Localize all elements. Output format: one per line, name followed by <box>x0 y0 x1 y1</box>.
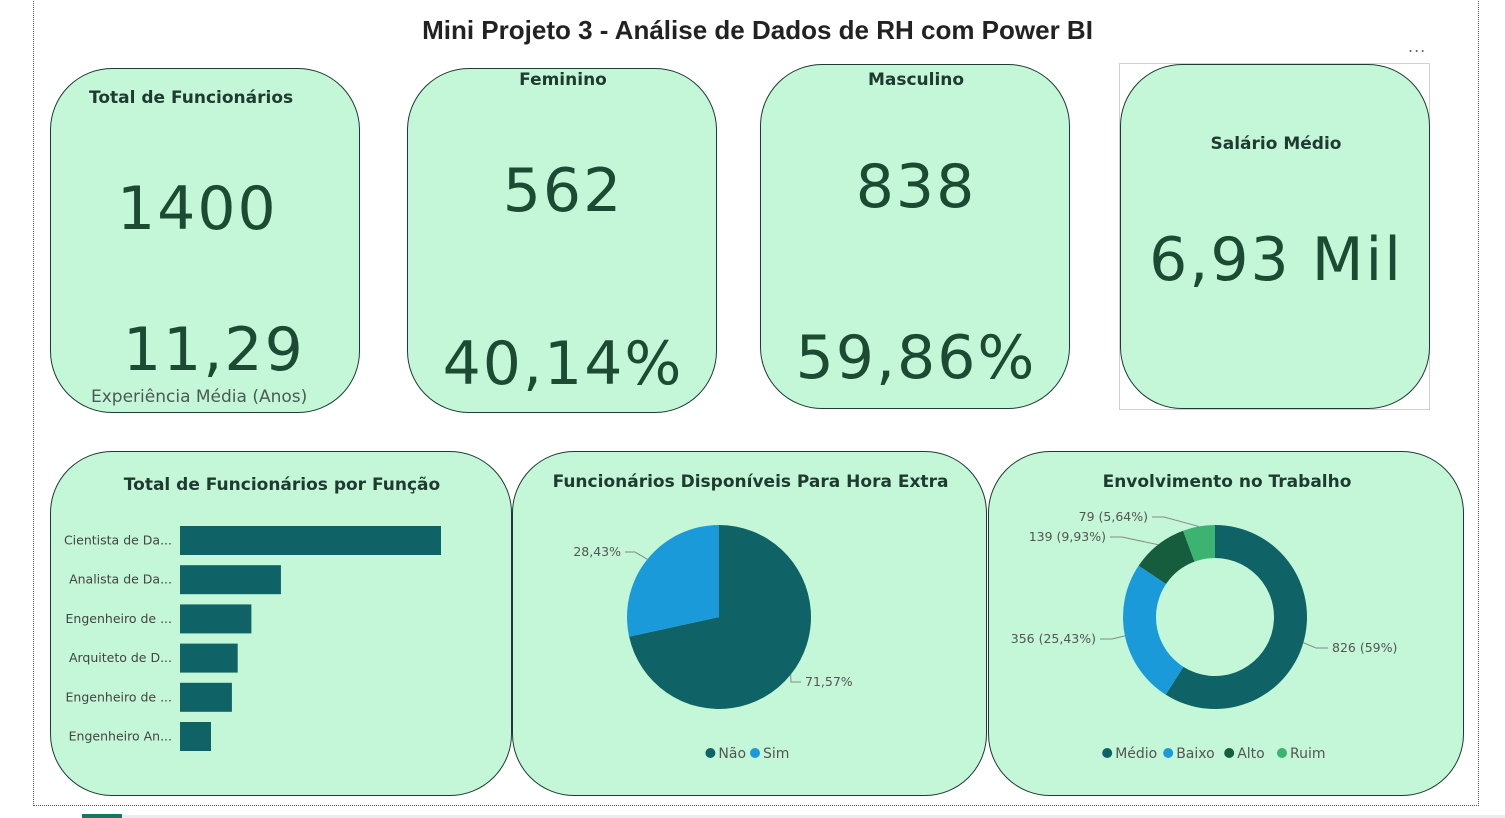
pie-leader-line <box>625 551 648 560</box>
chart-card-involvement[interactable]: Envolvimento no Trabalho 826 (59%) 356 (2… <box>988 451 1464 796</box>
bar-category-label: Engenheiro An... <box>69 729 172 744</box>
chart-card-overtime[interactable]: Funcionários Disponíveis Para Hora Extra… <box>512 451 987 796</box>
legend-label: Ruim <box>1290 746 1326 762</box>
page-tab-strip <box>122 815 1505 818</box>
kpi-male-label: Masculino <box>867 70 965 90</box>
kpi-male-percent: 59,86% <box>795 323 1037 393</box>
active-page-indicator[interactable] <box>82 814 122 818</box>
legend-marker <box>1277 748 1287 758</box>
legend-marker <box>1224 748 1235 758</box>
chart-title-roles: Total de Funcionários por Função <box>123 475 441 495</box>
bar-category-label: Analista de Da... <box>69 572 172 587</box>
kpi-female-value: 562 <box>502 156 624 226</box>
pie-leader-line <box>790 674 801 683</box>
donut-leader-line <box>1152 516 1199 527</box>
kpi-experience-value: 11,29 <box>123 315 305 385</box>
donut-slice <box>1138 530 1195 585</box>
chart-card-roles[interactable]: Total de Funcionários por Função Cientis… <box>50 451 512 796</box>
legend-marker <box>1163 748 1174 758</box>
kpi-card-male[interactable]: Masculino 838 59,86% <box>760 64 1070 409</box>
chart-title-overtime: Funcionários Disponíveis Para Hora Extra <box>552 472 949 492</box>
report-canvas <box>33 0 1479 806</box>
kpi-female-percent: 40,14% <box>442 329 684 399</box>
kpi-card-total[interactable]: Total de Funcionários 1400 11,29 Experiê… <box>50 68 360 413</box>
legend-label: Sim <box>763 746 789 762</box>
donut-slice <box>1165 525 1307 709</box>
kpi-total-label: Total de Funcionários <box>89 88 294 108</box>
kpi-salary-label: Salário Médio <box>1210 134 1342 154</box>
bar <box>180 722 212 751</box>
donut-data-label: 356 (25,43%) <box>1011 631 1096 646</box>
bar <box>180 565 281 595</box>
pie-chart: 71,57% 28,43% Não Sim <box>573 525 853 762</box>
kpi-total-value: 1400 <box>117 174 278 244</box>
bar-category-label: Arquiteto de D... <box>69 650 172 665</box>
kpi-female-label: Feminino <box>519 70 607 90</box>
pie-data-label: 71,57% <box>805 674 853 689</box>
kpi-experience-label: Experiência Média (Anos) <box>91 387 308 407</box>
legend-marker <box>1102 748 1113 758</box>
chart-title-involvement: Envolvimento no Trabalho <box>1102 472 1352 492</box>
bar-category-label: Engenheiro de ... <box>66 611 172 626</box>
legend-marker <box>705 748 716 758</box>
more-options-icon[interactable]: ... <box>1408 37 1427 56</box>
donut-chart: 826 (59%) 356 (25,43%) 139 (9,93%) 79 (5,64… <box>1011 509 1398 762</box>
page-title: Mini Projeto 3 - Análise de Dados de RH … <box>422 15 1093 45</box>
bar-category-label: Engenheiro de ... <box>66 689 172 704</box>
donut-slice <box>1123 565 1184 695</box>
bar <box>180 682 232 712</box>
legend-marker <box>750 748 760 758</box>
pie-slice <box>629 525 811 709</box>
legend-label: Não <box>718 746 746 762</box>
donut-data-label: 826 (59%) <box>1332 640 1397 655</box>
donut-slice <box>1183 525 1215 562</box>
pie-slice <box>627 525 719 637</box>
donut-data-label: 139 (9,93%) <box>1029 529 1106 544</box>
bar <box>180 643 238 673</box>
bar-category-label: Cientista de Da... <box>64 533 172 548</box>
kpi-male-value: 838 <box>855 152 977 222</box>
pie-data-label: 28,43% <box>573 544 621 559</box>
legend-label: Alto <box>1237 746 1265 762</box>
donut-leader-line <box>1110 536 1159 546</box>
donut-leader-line <box>1303 642 1328 649</box>
donut-data-label: 79 (5,64%) <box>1079 509 1148 524</box>
bar <box>180 604 252 634</box>
legend-label: Baixo <box>1176 746 1215 762</box>
bar-chart: Cientista de Da... Analista de Da... Engen… <box>64 526 441 751</box>
kpi-salary-value: 6,93 Mil <box>1149 225 1403 295</box>
legend-label: Médio <box>1115 746 1157 762</box>
kpi-card-female[interactable]: Feminino 562 40,14% <box>407 68 717 413</box>
bar <box>180 526 441 555</box>
donut-leader-line <box>1100 635 1126 640</box>
kpi-card-salary[interactable]: Salário Médio 6,93 Mil <box>1120 64 1430 409</box>
